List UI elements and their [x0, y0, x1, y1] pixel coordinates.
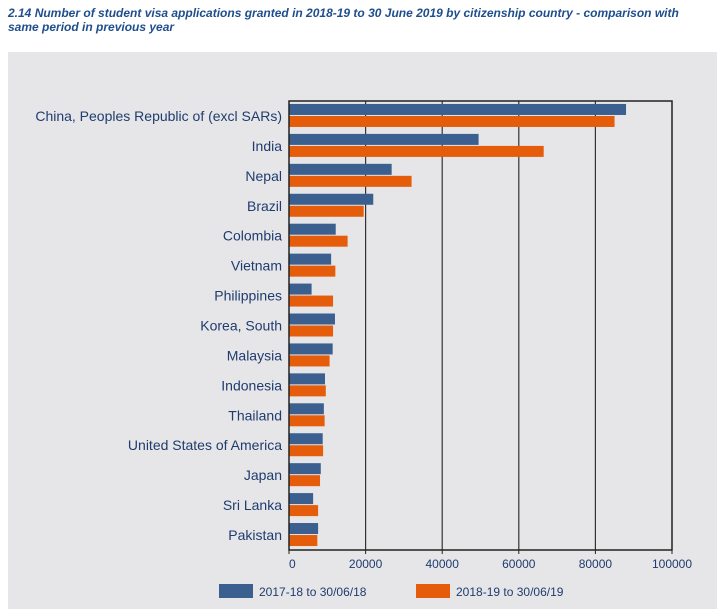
bar-series2 [289, 115, 615, 127]
bar-series1 [289, 493, 314, 505]
x-tick-label: 60000 [502, 557, 536, 571]
category-label: Indonesia [221, 377, 282, 393]
bar-series1 [289, 433, 323, 445]
bar-series1 [289, 523, 319, 535]
category-label: Sri Lanka [223, 497, 282, 513]
category-label: Thailand [228, 407, 282, 423]
legend-label-2: 2018-19 to 30/06/19 [456, 585, 564, 599]
bar-series1 [289, 253, 332, 265]
bar-series2 [289, 415, 325, 427]
legend-label-1: 2017-18 to 30/06/18 [259, 585, 367, 599]
category-label: Colombia [223, 228, 282, 244]
category-label: Korea, South [200, 318, 282, 334]
bar-series2 [289, 385, 326, 397]
chart-title: 2.14 Number of student visa applications… [8, 6, 679, 34]
bar-series1 [289, 373, 326, 385]
legend-swatch-1 [219, 584, 253, 598]
bar-series2 [289, 355, 330, 367]
x-tick-label: 0 [289, 557, 296, 571]
category-label: United States of America [128, 437, 282, 453]
bar-series1 [289, 163, 392, 175]
bar-series2 [289, 475, 321, 487]
bar-series1 [289, 133, 479, 145]
bar-series2 [289, 145, 544, 157]
bar-series2 [289, 175, 412, 187]
bar-series1 [289, 403, 324, 415]
bar-series2 [289, 325, 334, 337]
plot-frame [288, 100, 673, 551]
bar-series1 [289, 313, 335, 325]
category-label: Philippines [214, 288, 282, 304]
category-label: India [252, 138, 283, 154]
bar-series1 [289, 343, 333, 355]
bar-series1 [289, 283, 312, 295]
category-label: Brazil [247, 198, 282, 214]
bar-series2 [289, 295, 334, 307]
bar-series2 [289, 265, 336, 277]
category-label: Malaysia [227, 347, 282, 363]
bar-series2 [289, 535, 318, 547]
bar-series1 [289, 193, 374, 205]
x-tick-label: 80000 [579, 557, 613, 571]
x-tick-label: 20000 [349, 557, 383, 571]
category-label: Pakistan [228, 527, 282, 543]
bar-series2 [289, 205, 364, 217]
category-label: Vietnam [231, 258, 282, 274]
x-tick-label: 100000 [652, 557, 692, 571]
bar-series2 [289, 235, 348, 247]
bar-series2 [289, 505, 319, 517]
bar-series1 [289, 103, 627, 115]
bar-series2 [289, 445, 324, 457]
category-label: Nepal [245, 168, 282, 184]
category-label: China, Peoples Republic of (excl SARs) [35, 108, 282, 124]
legend-swatch-2 [416, 584, 450, 598]
x-tick-label: 40000 [426, 557, 460, 571]
bar-series1 [289, 463, 321, 475]
bar-series1 [289, 223, 336, 235]
category-label: Japan [244, 467, 282, 483]
